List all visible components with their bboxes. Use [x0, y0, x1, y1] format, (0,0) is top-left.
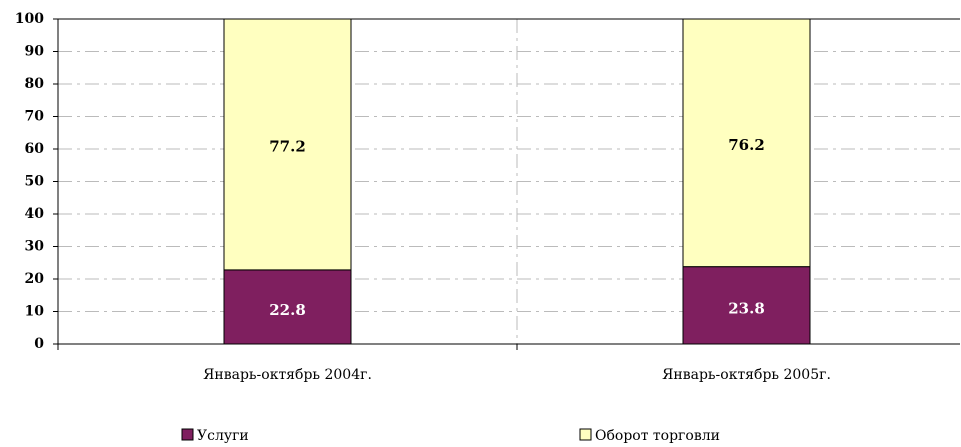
y-tick-label: 20 [25, 271, 45, 287]
y-tick-label: 10 [25, 304, 45, 320]
y-tick-label: 90 [25, 44, 45, 60]
y-tick-label: 30 [25, 239, 45, 255]
y-tick-label: 80 [25, 76, 45, 92]
bar-segment [682, 18, 811, 268]
y-tick-label: 0 [34, 336, 44, 352]
data-label: 77.2 [269, 137, 306, 155]
legend-label: Оборот торговли [595, 428, 720, 444]
legend-swatch [579, 428, 592, 441]
bar-segment [223, 269, 352, 345]
data-label: 23.8 [728, 299, 765, 317]
y-tick-label: 70 [25, 109, 45, 125]
bar-segment [223, 18, 352, 271]
legend-swatch [181, 428, 194, 441]
y-tick-label: 50 [25, 174, 45, 190]
x-tick-label: Январь-октябрь 2005г. [662, 367, 831, 383]
y-tick-label: 100 [15, 11, 44, 27]
data-label: 22.8 [269, 301, 306, 319]
x-tick-label: Январь-октябрь 2004г. [203, 367, 372, 383]
y-tick-label: 40 [25, 206, 45, 222]
bar-segment [682, 266, 811, 345]
legend-label: Услуги [197, 428, 249, 444]
y-tick-label: 60 [25, 141, 45, 157]
data-label: 76.2 [728, 136, 765, 154]
